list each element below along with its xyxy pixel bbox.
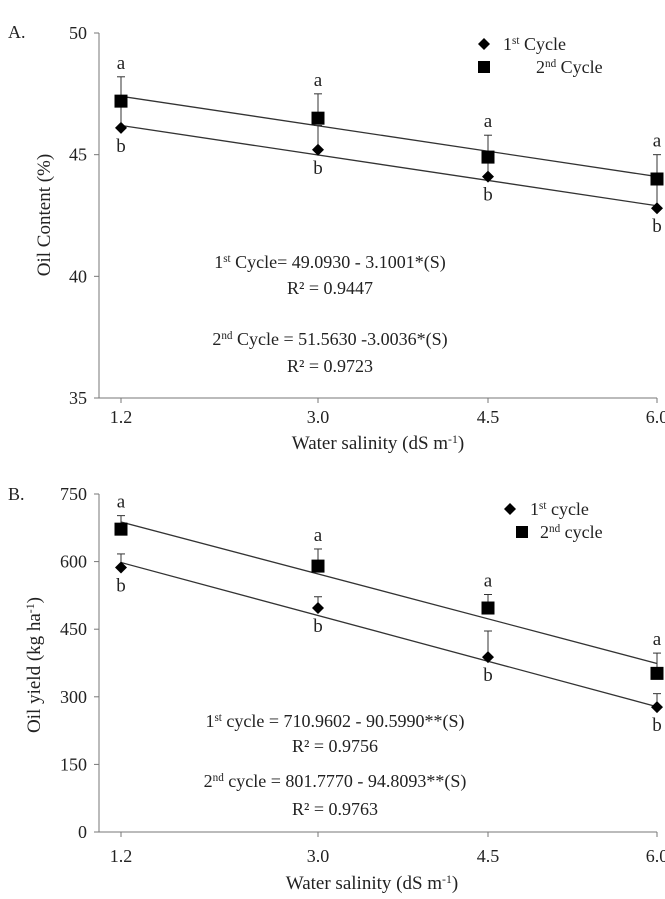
series-1: b b b b: [115, 103, 663, 237]
significance-letter: a: [314, 70, 323, 91]
significance-letter: b: [313, 616, 323, 637]
y-tick-label: 35: [69, 388, 87, 408]
regression-equation: 2nd cycle = 801.7770 - 94.8093**(S): [204, 771, 467, 792]
r-squared: R² = 0.9447: [287, 278, 373, 298]
legend-label: 2nd Cycle: [536, 57, 603, 77]
r-squared: R² = 0.9723: [287, 356, 373, 376]
trend-line: [120, 561, 658, 708]
x-tick-label: 3.0: [307, 846, 330, 866]
y-tick-label: 450: [60, 619, 87, 639]
y-tick-label: 0: [78, 822, 87, 842]
regression-equation: 1st cycle = 710.9602 - 90.5990**(S): [205, 711, 464, 732]
regression-equation: 2nd Cycle = 51.5630 -3.0036*(S): [212, 329, 447, 350]
legend-entry-2: 2nd Cycle: [478, 57, 603, 77]
y-tick-label: 150: [60, 754, 87, 774]
data-point: [114, 94, 128, 108]
y-tick-label: 300: [60, 687, 87, 707]
y-tick-label: 45: [69, 145, 87, 165]
data-point: [115, 121, 127, 134]
legend-label: 1st Cycle: [503, 34, 566, 54]
series-2: a a a a: [114, 53, 664, 186]
significance-letter: b: [652, 715, 662, 736]
legend-entry-1: 1st Cycle: [478, 34, 566, 54]
x-tick-label: 3.0: [307, 407, 330, 427]
x-tick-label: 6.0: [646, 407, 665, 427]
significance-letter: b: [116, 575, 126, 596]
significance-letter: a: [117, 53, 126, 74]
legend-marker: [478, 61, 490, 73]
x-axis-title: Water salinity (dS m-1): [286, 873, 458, 895]
y-tick-label: 600: [60, 552, 87, 572]
data-point: [311, 559, 325, 573]
significance-letter: a: [117, 492, 126, 513]
significance-letter: a: [484, 111, 493, 132]
panel-label: A.: [8, 22, 26, 42]
chart-panel-b: B. 0 150 300 450 600 750 1.2 3.0 4.5 6.0 Water sali…: [8, 484, 665, 894]
x-tick-label: 1.2: [110, 407, 133, 427]
data-point: [651, 202, 663, 215]
data-point: [311, 111, 325, 125]
legend-label: 2nd cycle: [540, 522, 603, 542]
data-point: [651, 701, 663, 714]
trend-line: [120, 521, 658, 665]
significance-letter: a: [653, 629, 662, 650]
data-point: [115, 561, 127, 574]
x-tick-label: 1.2: [110, 846, 133, 866]
x-axis-title: Water salinity (dS m-1): [292, 433, 464, 455]
trend-line: [120, 124, 658, 207]
chart-panel-a: A. 35 40 45 50 1.2 3.0 4.5 6.0 Water salinity (dS…: [8, 22, 665, 454]
series-1: b b b b: [115, 553, 663, 736]
series-2: a a a a: [114, 492, 664, 680]
regression-equation: 1st Cycle= 49.0930 - 3.1001*(S): [214, 252, 446, 273]
legend-label: 1st cycle: [530, 499, 589, 519]
y-axis-title: Oil Content (%): [34, 154, 55, 276]
data-point: [312, 143, 324, 156]
r-squared: R² = 0.9763: [292, 799, 378, 819]
y-tick-label: 50: [69, 23, 87, 43]
data-point: [114, 522, 128, 536]
x-tick-label: 4.5: [477, 407, 500, 427]
significance-letter: b: [483, 665, 493, 686]
data-point: [482, 651, 494, 664]
y-tick-label: 40: [69, 266, 87, 286]
data-point: [312, 602, 324, 615]
trend-line: [120, 95, 658, 178]
x-tick-label: 4.5: [477, 846, 500, 866]
legend-marker: [516, 526, 528, 538]
data-point: [650, 172, 664, 186]
panel-label: B.: [8, 484, 25, 504]
y-axis-title: Oil yield (kg ha-1): [24, 597, 46, 733]
y-tick-label: 750: [60, 484, 87, 504]
legend-entry-2: 2nd cycle: [516, 522, 603, 542]
x-tick-label: 6.0: [646, 846, 665, 866]
significance-letter: a: [314, 525, 323, 546]
significance-letter: b: [483, 185, 493, 206]
data-point: [482, 170, 494, 183]
legend-marker: [478, 38, 490, 50]
significance-letter: b: [116, 136, 126, 157]
data-point: [650, 666, 664, 680]
significance-letter: a: [653, 131, 662, 152]
significance-letter: b: [313, 158, 323, 179]
significance-letter: b: [652, 216, 662, 237]
r-squared: R² = 0.9756: [292, 736, 378, 756]
data-point: [481, 150, 495, 164]
legend-entry-1: 1st cycle: [504, 499, 589, 519]
significance-letter: a: [484, 570, 493, 591]
legend-marker: [504, 503, 516, 515]
data-point: [481, 601, 495, 615]
